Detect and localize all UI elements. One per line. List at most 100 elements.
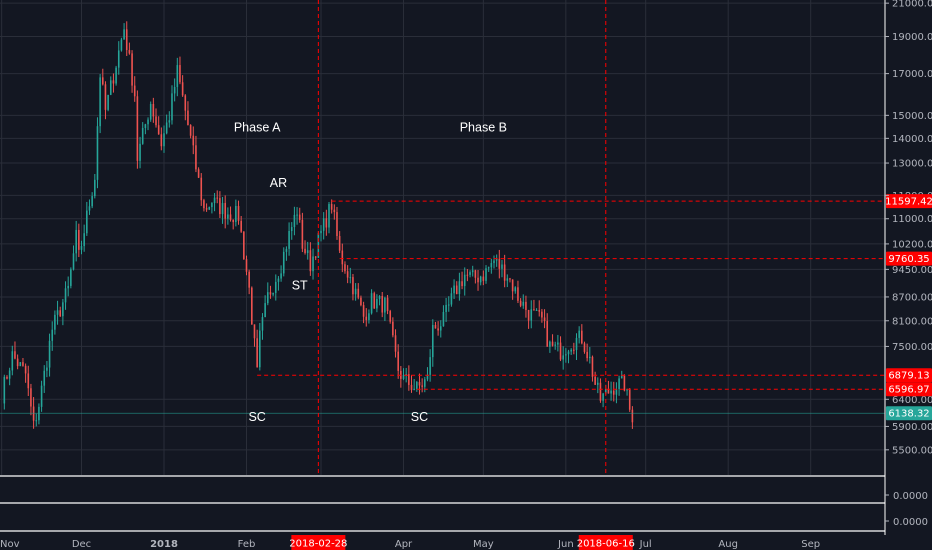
candle[interactable] [22, 358, 24, 367]
candle-body[interactable] [120, 39, 123, 51]
candle-body[interactable] [96, 126, 99, 180]
candle-body[interactable] [99, 77, 101, 127]
candle[interactable] [413, 378, 415, 391]
candle-body[interactable] [27, 373, 30, 389]
candle-body[interactable] [631, 409, 634, 423]
candle[interactable] [471, 265, 474, 277]
candle-body[interactable] [131, 53, 133, 86]
candle[interactable] [453, 279, 455, 300]
candle-body[interactable] [437, 328, 439, 331]
candle[interactable] [14, 341, 16, 360]
candle-body[interactable] [59, 310, 62, 317]
candle-body[interactable] [416, 382, 418, 389]
candle-body[interactable] [248, 271, 250, 288]
candle[interactable] [381, 291, 384, 318]
candle-body[interactable] [474, 270, 477, 278]
candle-body[interactable] [16, 358, 19, 367]
candle[interactable] [325, 209, 328, 236]
candle-body[interactable] [333, 209, 336, 213]
candle-body[interactable] [421, 385, 423, 387]
candle-body[interactable] [463, 274, 466, 287]
candle-body[interactable] [376, 298, 378, 309]
candle[interactable] [88, 199, 91, 215]
candle[interactable] [176, 57, 179, 97]
candle-body[interactable] [314, 256, 317, 258]
candle-body[interactable] [352, 277, 354, 295]
candle[interactable] [559, 336, 562, 362]
candle[interactable] [527, 309, 530, 329]
candle[interactable] [232, 219, 234, 230]
candle-body[interactable] [280, 273, 282, 279]
candle[interactable] [187, 101, 189, 126]
candle-body[interactable] [139, 143, 141, 161]
candle[interactable] [19, 362, 22, 367]
candle[interactable] [352, 273, 354, 301]
candle[interactable] [573, 342, 575, 355]
candle-body[interactable] [176, 65, 179, 87]
candle[interactable] [431, 319, 434, 367]
candle-body[interactable] [514, 287, 517, 292]
candle[interactable] [229, 206, 232, 222]
candle[interactable] [346, 265, 349, 284]
candle[interactable] [517, 280, 519, 304]
price-tag[interactable]: 6879.13 [886, 368, 932, 383]
candle[interactable] [27, 365, 30, 396]
candle[interactable] [623, 374, 626, 392]
candle-body[interactable] [197, 169, 200, 178]
candle[interactable] [282, 247, 285, 277]
candle[interactable] [490, 258, 493, 274]
candle-body[interactable] [30, 388, 32, 407]
candle[interactable] [240, 215, 242, 233]
candle-body[interactable] [208, 207, 211, 210]
candle-body[interactable] [445, 304, 447, 312]
candle[interactable] [506, 274, 509, 288]
candle-body[interactable] [189, 124, 192, 136]
candle-body[interactable] [368, 313, 370, 321]
candle[interactable] [70, 267, 72, 289]
candle[interactable] [112, 73, 115, 93]
candle[interactable] [59, 306, 62, 318]
candle-body[interactable] [336, 212, 338, 237]
candle-body[interactable] [424, 379, 426, 387]
price-tag[interactable]: 9760.35 [886, 251, 932, 266]
candle-body[interactable] [506, 278, 509, 281]
candle[interactable] [333, 204, 336, 220]
candle-body[interactable] [123, 29, 125, 40]
candle[interactable] [107, 94, 109, 112]
candle-body[interactable] [466, 274, 469, 276]
candle[interactable] [362, 301, 365, 324]
candle-body[interactable] [94, 179, 96, 197]
candle-body[interactable] [485, 268, 487, 281]
candle-body[interactable] [235, 205, 237, 223]
date-tag[interactable]: 2018-06-16 [577, 535, 635, 550]
candle-body[interactable] [163, 133, 165, 147]
candle[interactable] [378, 295, 381, 306]
candle-body[interactable] [581, 330, 583, 344]
candle[interactable] [458, 272, 461, 301]
candle-body[interactable] [541, 311, 543, 318]
candle-body[interactable] [101, 77, 104, 85]
candle-body[interactable] [565, 354, 567, 356]
candle-body[interactable] [107, 94, 109, 110]
candle-body[interactable] [543, 317, 546, 322]
candle-body[interactable] [557, 342, 559, 345]
candle[interactable] [567, 349, 570, 364]
candle[interactable] [62, 298, 64, 326]
candle-body[interactable] [195, 145, 197, 170]
candle[interactable] [11, 345, 14, 376]
candle-body[interactable] [253, 324, 256, 339]
candle[interactable] [312, 248, 314, 280]
candle-body[interactable] [551, 341, 554, 346]
candle-body[interactable] [24, 365, 27, 374]
candle-body[interactable] [304, 248, 306, 253]
candle-body[interactable] [266, 292, 269, 304]
candle-body[interactable] [179, 65, 181, 83]
price-tag[interactable]: 6596.97 [886, 382, 932, 397]
candle-body[interactable] [344, 264, 346, 272]
candle[interactable] [336, 206, 338, 240]
candle[interactable] [368, 309, 370, 324]
candle[interactable] [533, 299, 535, 311]
candle-body[interactable] [392, 321, 394, 336]
candle-body[interactable] [219, 198, 221, 215]
candle[interactable] [67, 276, 69, 297]
